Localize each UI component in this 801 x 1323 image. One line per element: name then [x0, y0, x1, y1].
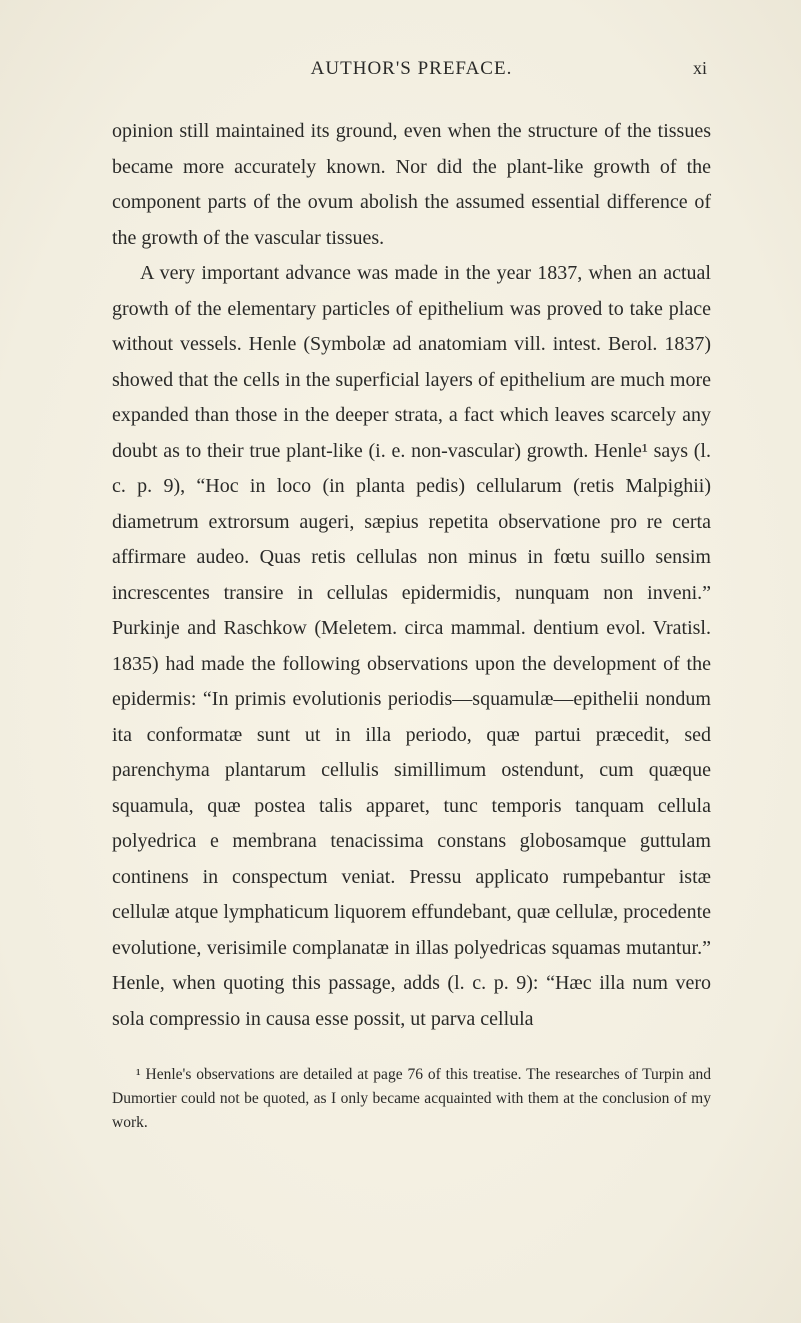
paragraph: opinion still maintained its ground, eve…: [112, 114, 711, 256]
paragraph: A very important advance was made in the…: [112, 256, 711, 1037]
running-head: AUTHOR'S PREFACE.: [156, 58, 667, 80]
page-number: xi: [667, 58, 707, 79]
scanned-page: AUTHOR'S PREFACE. xi opinion still maint…: [0, 0, 801, 1323]
page-header: AUTHOR'S PREFACE. xi: [112, 58, 711, 80]
footnote: ¹ Henle's observations are detailed at p…: [112, 1063, 711, 1135]
body-text: opinion still maintained its ground, eve…: [112, 114, 711, 1037]
